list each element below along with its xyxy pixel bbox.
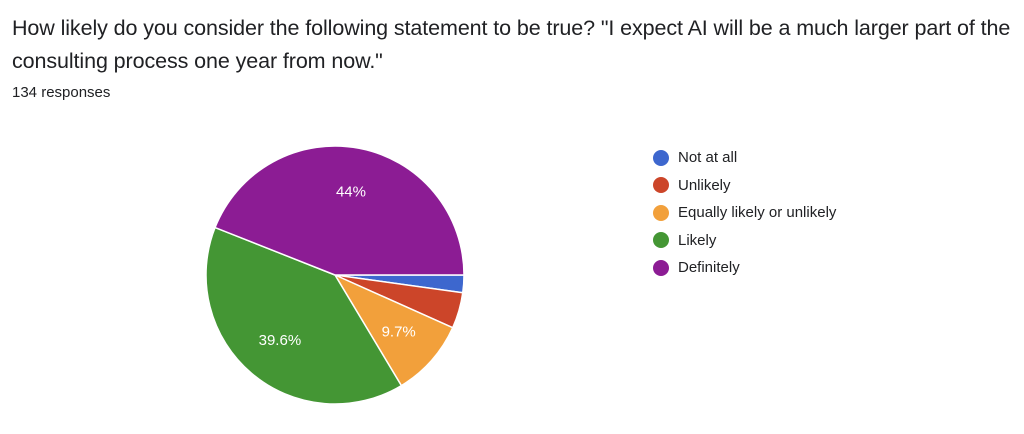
legend-dot-icon xyxy=(653,177,669,194)
pie-labels: 9.7% 39.6% 44% xyxy=(259,183,416,349)
pie-slices xyxy=(205,145,465,405)
pie-label-definitely: 44% xyxy=(336,183,366,200)
legend-item-equally-likely[interactable]: Equally likely or unlikely xyxy=(653,199,836,227)
legend: Not at all Unlikely Equally likely or un… xyxy=(653,144,836,282)
pie-label-likely: 39.6% xyxy=(259,332,302,349)
pie-label-equally-likely: 9.7% xyxy=(382,324,416,341)
legend-label: Definitely xyxy=(678,259,740,277)
legend-item-unlikely[interactable]: Unlikely xyxy=(653,172,836,200)
legend-dot-icon xyxy=(653,149,669,166)
legend-label: Equally likely or unlikely xyxy=(678,204,837,222)
legend-dot-icon xyxy=(653,204,669,221)
legend-dot-icon xyxy=(653,232,669,249)
pie-slice-equally-likely[interactable] xyxy=(333,273,454,387)
legend-label: Unlikely xyxy=(678,176,731,194)
question-title: How likely do you consider the following… xyxy=(12,16,1011,73)
legend-item-definitely[interactable]: Definitely xyxy=(653,254,836,282)
response-count: 134 responses xyxy=(12,84,111,101)
legend-item-not-at-all[interactable]: Not at all xyxy=(653,144,836,172)
legend-label: Not at all xyxy=(678,149,738,167)
legend-item-likely[interactable]: Likely xyxy=(653,227,836,255)
pie-slice-likely[interactable] xyxy=(205,226,403,405)
legend-label: Likely xyxy=(678,231,717,249)
pie-slice-definitely[interactable] xyxy=(214,145,465,276)
legend-dot-icon xyxy=(653,259,669,276)
